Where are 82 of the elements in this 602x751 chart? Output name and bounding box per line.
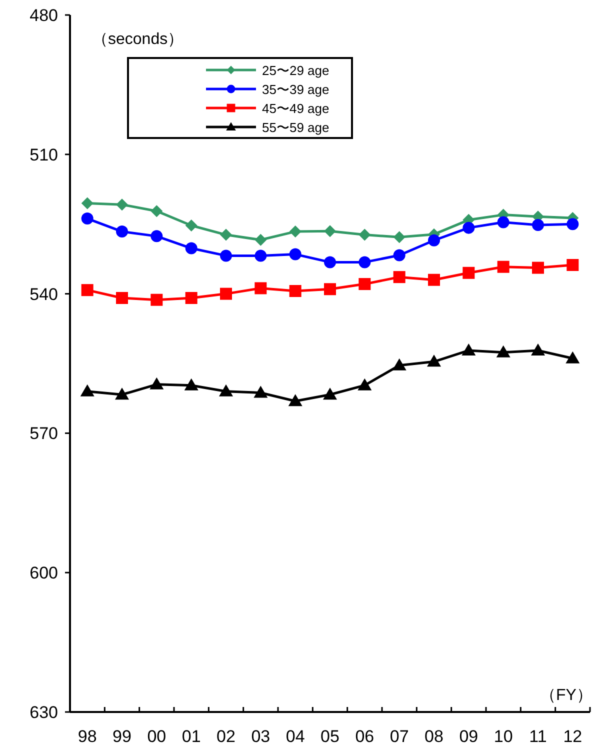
x-tick-label: 00 [147,727,166,746]
x-tick-label: 02 [216,727,236,746]
point [392,358,406,370]
y-tick-label: 630 [30,703,58,722]
point [254,250,267,262]
point [220,288,232,300]
x-tick-label: 12 [563,727,582,746]
x-tick-label: 10 [494,727,513,746]
x-tick-label: 03 [251,727,270,746]
y-tick-label: 540 [30,284,58,304]
point [462,343,476,356]
point [358,378,372,390]
point [116,226,128,238]
point [531,343,545,356]
point [219,384,233,396]
point [81,197,94,210]
point [532,262,544,274]
point [150,294,163,306]
point [220,250,232,262]
point [532,219,544,232]
point [358,228,371,241]
legend-label: 55〜59 age [262,120,330,135]
x-tick-label: 11 [529,727,547,746]
point [80,384,94,396]
point [289,226,302,238]
point [496,345,510,358]
point [566,351,580,364]
x-tick-label: 04 [286,727,305,746]
legend-label: 35〜39 age [262,82,330,97]
point [462,222,475,234]
x-tick-label: 99 [112,727,132,746]
legend-label: 25〜29 age [262,63,330,78]
point [150,205,163,218]
point [323,388,337,400]
point [116,292,128,304]
x-tick-label: 05 [320,727,340,746]
point [324,225,336,238]
point [393,231,406,244]
x-tick-label: 06 [355,727,374,746]
point [185,219,198,232]
point [566,258,579,271]
point [185,292,198,304]
point [324,283,336,296]
point [81,284,94,296]
point [150,230,163,242]
point [116,198,128,211]
point [358,278,371,290]
point [427,354,441,367]
point [81,212,94,225]
y-tick-label: 600 [30,564,58,583]
x-tick-label: 07 [390,727,409,746]
point [324,256,336,268]
point [358,256,371,268]
legend-label: 45〜49 age [262,101,330,116]
point [220,228,232,241]
y-tick-label: 480 [30,6,58,25]
point [150,377,164,390]
y-tick-label: 570 [30,424,58,444]
point [289,285,302,298]
point [115,388,129,400]
point [184,378,198,390]
x-tick-label: 09 [459,727,478,746]
point [497,260,510,273]
x-axis-title: （FY） [540,687,592,704]
y-tick-label: 510 [30,145,58,164]
point [289,248,302,260]
point [185,242,198,254]
point [288,394,302,406]
point [254,234,267,246]
point [393,249,406,262]
x-tick-label: 08 [424,727,444,746]
point [254,386,268,398]
point [428,234,440,246]
point [428,274,440,286]
point [462,266,475,279]
y-axis-title: （seconds） [92,31,184,48]
x-tick-label: 98 [78,727,97,746]
point [566,218,579,230]
point [254,282,267,294]
x-tick-label: 01 [182,727,201,746]
point [497,216,510,228]
point [393,271,406,284]
